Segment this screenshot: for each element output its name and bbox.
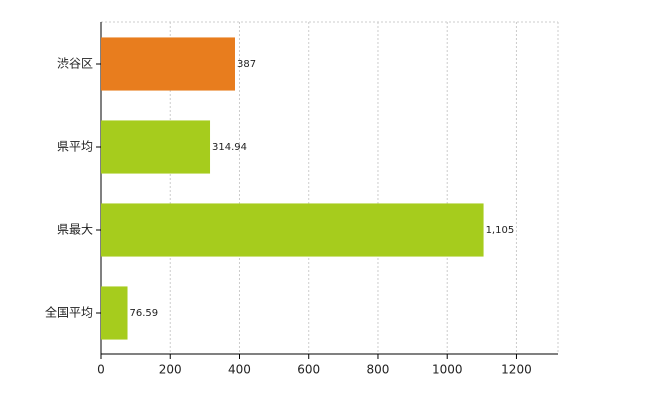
bar: [101, 37, 235, 91]
value-label: 387: [237, 59, 256, 70]
x-tick-label: 1000: [432, 363, 463, 377]
y-tick-label: 渋谷区: [57, 57, 93, 71]
y-tick-label: 県平均: [57, 140, 93, 154]
y-tick-label: 全国平均: [45, 305, 93, 320]
x-tick-label: 400: [228, 363, 251, 377]
x-tick-label: 800: [367, 363, 390, 377]
value-label: 1,105: [486, 225, 515, 236]
x-tick-label: 1200: [501, 363, 532, 377]
value-label: 76.59: [130, 308, 159, 319]
x-tick-label: 600: [297, 363, 320, 377]
bar: [101, 120, 211, 174]
value-label: 314.94: [212, 142, 247, 153]
x-tick-label: 200: [159, 363, 182, 377]
bar: [101, 286, 128, 340]
x-tick-label: 0: [97, 363, 105, 377]
y-tick-label: 県最大: [57, 223, 93, 237]
bar: [101, 203, 484, 257]
